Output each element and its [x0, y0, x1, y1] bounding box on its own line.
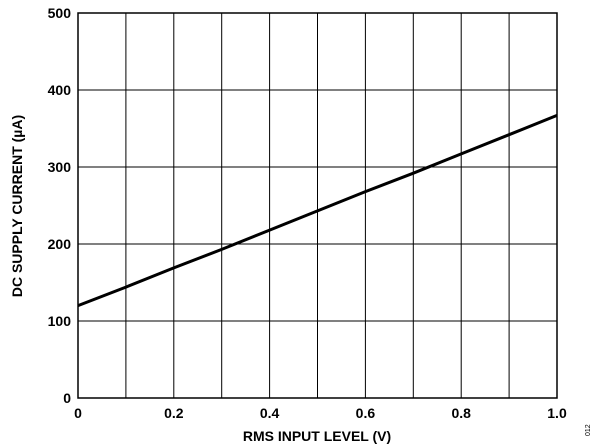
y-axis-label: DC SUPPLY CURRENT (µA) [9, 115, 25, 297]
x-axis-label: RMS INPUT LEVEL (V) [243, 428, 391, 444]
series-group [77, 114, 558, 307]
y-tick-labels: 0 100 200 300 400 500 [48, 5, 72, 406]
y-tick-label: 200 [48, 236, 72, 252]
x-tick-label: 0.4 [260, 405, 280, 421]
y-tick-label: 0 [63, 390, 71, 406]
y-tick-label: 500 [48, 5, 72, 21]
y-tick-label: 300 [48, 159, 72, 175]
y-tick-label: 100 [48, 313, 72, 329]
x-tick-label: 0.2 [164, 405, 184, 421]
x-tick-label: 1.0 [547, 405, 567, 421]
figure-id: 012 [585, 424, 592, 436]
grid [77, 12, 558, 399]
x-tick-label: 0.8 [451, 405, 471, 421]
x-tick-label: 0 [74, 405, 82, 421]
x-tick-label: 0.6 [356, 405, 376, 421]
x-tick-labels: 0 0.2 0.4 0.6 0.8 1.0 [74, 405, 567, 421]
plot-frame [77, 12, 558, 399]
series-line-0 [77, 114, 558, 307]
y-tick-label: 400 [48, 82, 72, 98]
